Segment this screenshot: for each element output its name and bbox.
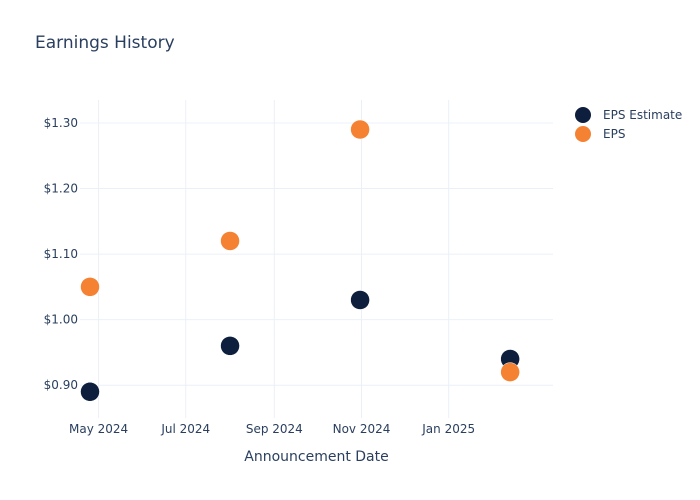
x-tick-label: May 2024 <box>69 422 128 436</box>
x-axis-ticks: May 2024 Jul 2024 Sep 2024 Nov 2024 Jan 2025 <box>69 422 475 436</box>
eps-estimate-point <box>220 336 240 356</box>
x-tick-label: Jul 2024 <box>160 422 210 436</box>
x-tick-label: Jan 2025 <box>421 422 475 436</box>
y-tick-label: $1.10 <box>44 247 78 261</box>
y-tick-label: $0.90 <box>44 378 78 392</box>
eps-point <box>220 231 240 251</box>
legend-marker-eps-estimate <box>575 107 591 123</box>
grid <box>80 100 553 418</box>
chart-title: Earnings History <box>35 33 175 53</box>
data-points <box>80 119 520 402</box>
legend[interactable]: EPS Estimate EPS <box>575 107 682 142</box>
legend-label-eps-estimate: EPS Estimate <box>603 108 682 122</box>
eps-estimate-point <box>350 290 370 310</box>
y-tick-label: $1.20 <box>44 182 78 196</box>
legend-marker-eps <box>575 126 591 142</box>
x-axis-title: Announcement Date <box>244 449 388 465</box>
legend-label-eps: EPS <box>603 127 625 141</box>
y-axis-ticks: $0.90 $1.00 $1.10 $1.20 $1.30 <box>44 116 78 392</box>
eps-point <box>500 362 520 382</box>
x-tick-label: Nov 2024 <box>333 422 391 436</box>
y-tick-label: $1.00 <box>44 313 78 327</box>
eps-point <box>350 119 370 140</box>
x-tick-label: Sep 2024 <box>246 422 303 436</box>
y-tick-label: $1.30 <box>44 116 78 130</box>
eps-point <box>80 277 100 297</box>
eps-estimate-point <box>80 382 100 402</box>
